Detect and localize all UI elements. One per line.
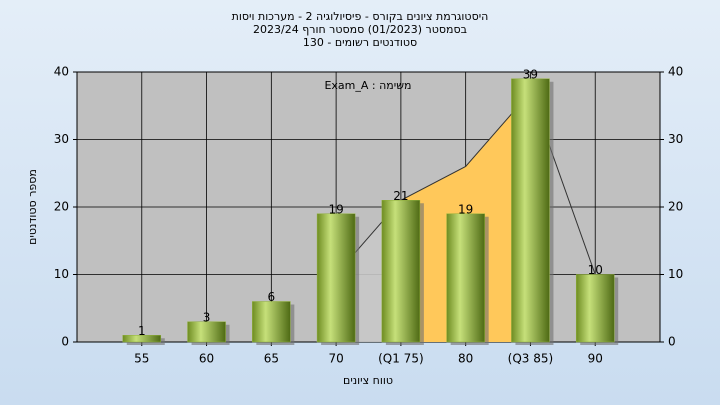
y-axis-label: מספר סטודנטים — [26, 169, 39, 245]
bar — [252, 301, 291, 343]
x-tick-label: 60 — [199, 352, 214, 366]
bar — [316, 213, 356, 343]
y-tick-label: 40 — [54, 65, 69, 79]
bar — [381, 200, 421, 343]
chart-title: היסטוגרמת ציונים בקורס - פיסיולוגיה 2 - … — [232, 10, 489, 23]
bar — [575, 274, 615, 343]
value-label: 21 — [393, 189, 408, 203]
value-label: 10 — [588, 263, 603, 277]
x-tick-label: (Q1 75) — [378, 352, 424, 366]
value-label: 6 — [268, 290, 276, 304]
y2-tick-label: 30 — [668, 132, 683, 146]
y2-tick-label: 40 — [668, 65, 683, 79]
bar — [446, 213, 485, 343]
y-tick-label: 20 — [54, 200, 69, 214]
x-tick-label: 70 — [328, 352, 343, 366]
x-tick-label: (Q3 85) — [508, 352, 554, 366]
value-label: 19 — [458, 202, 473, 216]
bar — [122, 335, 162, 343]
value-label: 1 — [138, 324, 146, 338]
value-label: 19 — [328, 202, 343, 216]
y2-tick-label: 0 — [668, 335, 676, 349]
y2-tick-label: 10 — [668, 267, 683, 281]
x-tick-label: 80 — [458, 352, 473, 366]
y-tick-label: 30 — [54, 132, 69, 146]
y2-tick-label: 20 — [668, 200, 683, 214]
y-tick-label: 10 — [54, 267, 69, 281]
x-tick-label: 90 — [588, 352, 603, 366]
x-tick-label: 55 — [134, 352, 149, 366]
y-tick-label: 0 — [61, 335, 69, 349]
value-label: 39 — [523, 67, 538, 81]
x-axis-label: טווח ציונים — [343, 374, 393, 387]
annotation: משימה : Exam_A — [324, 79, 411, 92]
x-tick-label: 65 — [264, 352, 279, 366]
chart-subtitle: בסמסטר (01/2023) סמסטר חורף 2023/24 — [253, 23, 467, 36]
bar — [511, 78, 550, 343]
chart-subtitle: סטודנטים רשומים - 130 — [303, 36, 417, 49]
value-label: 3 — [203, 310, 211, 324]
bar — [187, 321, 226, 343]
